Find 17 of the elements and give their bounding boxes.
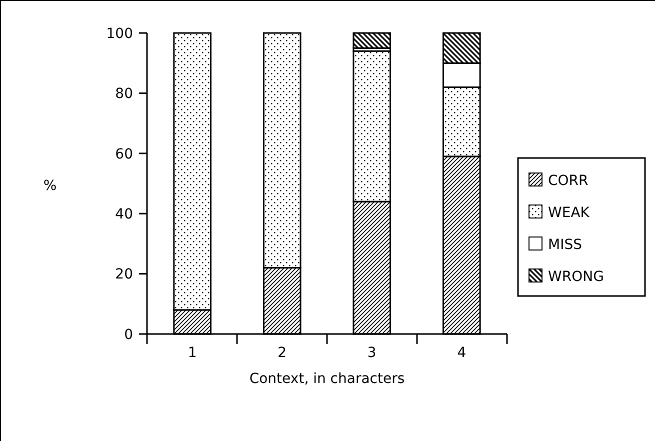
y-tick-label: 40 bbox=[115, 206, 133, 222]
x-tick-label: 3 bbox=[367, 345, 376, 361]
legend-label: MISS bbox=[548, 236, 582, 253]
y-tick-label: 0 bbox=[124, 326, 133, 343]
x-tick-label: 2 bbox=[278, 345, 287, 361]
x-tick-label: 4 bbox=[457, 345, 466, 361]
legend-label: WRONG bbox=[548, 268, 604, 285]
y-axis-title: % bbox=[43, 178, 57, 194]
x-tick-label: 1 bbox=[188, 345, 197, 361]
x-axis-title: Context, in characters bbox=[249, 371, 405, 387]
y-tick-label: 20 bbox=[115, 266, 133, 283]
y-tick-label: 100 bbox=[106, 26, 133, 42]
y-tick-label: 80 bbox=[115, 86, 133, 102]
y-tick-label: 60 bbox=[115, 146, 133, 162]
legend-label: WEAK bbox=[548, 204, 590, 221]
legend-label: CORR bbox=[548, 172, 589, 189]
bar bbox=[352, 32, 392, 49]
